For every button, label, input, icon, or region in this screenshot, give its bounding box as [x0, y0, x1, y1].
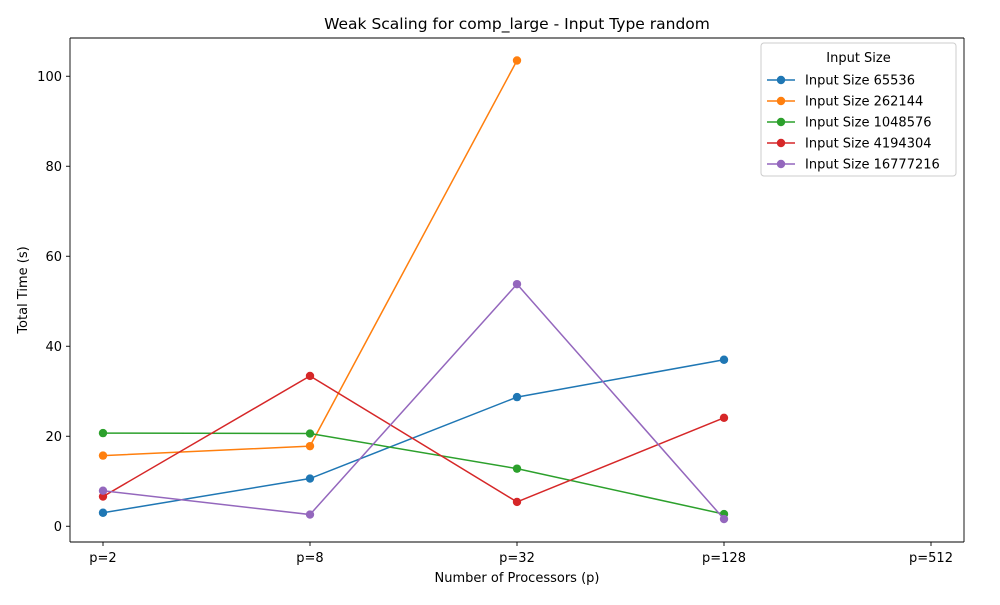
data-point [305, 371, 315, 381]
data-point [305, 510, 315, 519]
legend-marker [776, 117, 786, 127]
series-4 [98, 371, 729, 507]
legend-marker [776, 159, 786, 169]
series-1 [98, 355, 729, 517]
x-tick-label: p=512 [909, 551, 953, 566]
legend-item: Input Size 65536 [767, 74, 915, 89]
y-tick-label: 20 [45, 430, 62, 445]
y-tick-label: 80 [45, 160, 62, 175]
data-point [512, 392, 522, 402]
x-tick-label: p=128 [702, 551, 746, 566]
data-point [98, 451, 108, 460]
y-axis-label: Total Time (s) [16, 246, 31, 334]
legend-item: Input Size 16777216 [767, 158, 940, 173]
legend-marker [776, 96, 786, 106]
x-axis-label: Number of Processors (p) [435, 571, 600, 586]
series-line [102, 359, 725, 514]
y-tick-label: 0 [54, 520, 62, 535]
data-point [512, 279, 522, 289]
legend-box [760, 42, 957, 177]
legend-title: Input Size [826, 51, 890, 66]
data-point [719, 413, 729, 422]
x-tick-label: p=2 [89, 551, 116, 566]
legend-label: Input Size 262144 [805, 95, 923, 110]
data-point [512, 464, 522, 473]
data-point [719, 355, 729, 364]
legend-label: Input Size 16777216 [805, 158, 940, 173]
legend-item: Input Size 4194304 [767, 137, 932, 152]
data-point [98, 428, 108, 438]
legend-label: Input Size 1048576 [805, 116, 932, 131]
legend-marker [776, 75, 786, 85]
y-tick-label: 40 [45, 340, 62, 355]
data-point [98, 508, 108, 517]
series-2 [98, 56, 522, 460]
y-tick-label: 60 [45, 250, 62, 265]
legend-marker [776, 138, 786, 148]
chart-title: Weak Scaling for comp_large - Input Type… [324, 15, 710, 34]
legend-item: Input Size 262144 [767, 95, 923, 110]
legend: Input Size Input Size 65536 Input Size 262… [760, 42, 957, 177]
x-tick-label: p=8 [296, 551, 323, 566]
x-tick-label: p=32 [499, 551, 535, 566]
y-tick-label: 100 [37, 70, 62, 85]
data-point [512, 497, 522, 507]
data-point [98, 492, 108, 501]
data-point [719, 514, 729, 524]
legend-label: Input Size 65536 [805, 74, 915, 89]
series-line [102, 60, 518, 457]
data-point [305, 441, 315, 451]
series-3 [98, 428, 729, 519]
legend-item: Input Size 1048576 [767, 116, 932, 131]
legend-label: Input Size 4194304 [805, 137, 932, 152]
data-point [512, 56, 522, 65]
series-line [102, 283, 725, 520]
series-5 [98, 279, 729, 524]
plot-area: p=2 p=8 p=32 p=128 p=512 0 20 40 60 80 100 [37, 37, 965, 566]
data-point [98, 486, 108, 495]
series-line [102, 375, 725, 503]
series-line [102, 432, 725, 515]
data-point [305, 474, 315, 483]
data-point [305, 429, 315, 438]
